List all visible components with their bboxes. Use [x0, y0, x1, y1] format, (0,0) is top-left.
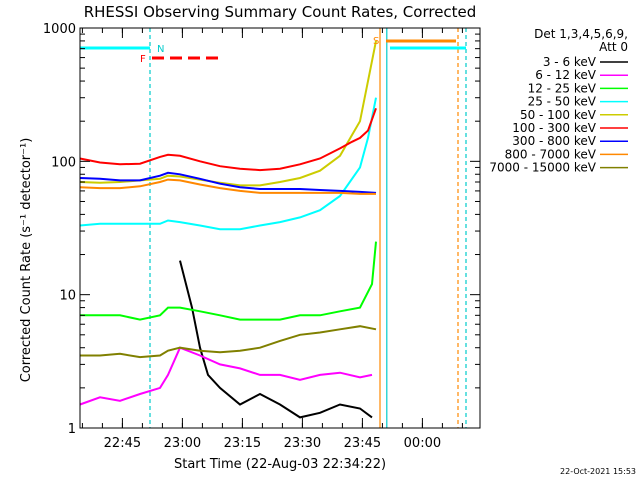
flag-s: S	[373, 36, 379, 47]
legend-label: 6 - 12 keV	[535, 68, 597, 82]
series-line-300to800keV	[79, 171, 377, 194]
y-axis: 1 10 100 1000	[43, 22, 480, 437]
legend-label: 300 - 800 keV	[512, 134, 596, 148]
series-line-7000to15000keV	[80, 325, 377, 359]
legend-title-line-2: Att 0	[599, 40, 628, 54]
series-line-6to12keV	[79, 346, 373, 406]
x-tick-label: 23:00	[164, 436, 201, 451]
y-tick-label: 1000	[43, 22, 76, 37]
legend-label: 25 - 50 keV	[528, 95, 597, 109]
x-tick-label: 23:45	[344, 436, 381, 451]
x-axis-label: Start Time (22-Aug-03 22:34:22)	[174, 457, 386, 472]
series-line-3to6keV	[179, 260, 373, 419]
x-axis: 22:45 23:00 23:15 23:30 23:45 00:00	[81, 28, 463, 451]
legend-label: 3 - 6 keV	[543, 55, 597, 69]
footer-timestamp: 22-Oct-2021 15:53	[560, 467, 636, 476]
x-tick-label: 23:30	[284, 436, 321, 451]
legend-label: 50 - 100 keV	[520, 108, 597, 122]
legend-label: 7000 - 15000 keV	[489, 161, 596, 175]
series-line-12to25keV	[80, 241, 377, 321]
plot-frame	[79, 27, 481, 429]
legend-title-line-1: Det 1,3,4,5,6,9,	[534, 27, 628, 41]
chart-title: RHESSI Observing Summary Count Rates, Co…	[84, 3, 477, 21]
legend-label: 800 - 7000 keV	[505, 147, 597, 161]
y-tick-label: 1	[68, 422, 76, 437]
series-line-100to300keV	[79, 107, 377, 172]
flag-f: F	[140, 54, 146, 65]
legend-label: 100 - 300 keV	[512, 121, 596, 135]
y-axis-label: Corrected Count Rate (s⁻¹ detector⁻¹)	[19, 138, 34, 383]
x-tick-label: 23:15	[224, 436, 261, 451]
flag-n: N	[157, 44, 164, 55]
legend-label: 12 - 25 keV	[528, 81, 597, 95]
x-tick-label: 00:00	[404, 436, 441, 451]
series-line-800to7000keV	[79, 178, 376, 195]
plot-area	[79, 28, 467, 428]
y-tick-label: 10	[59, 289, 76, 304]
x-tick-label: 22:45	[104, 436, 141, 451]
y-tick-label: 100	[51, 155, 76, 170]
